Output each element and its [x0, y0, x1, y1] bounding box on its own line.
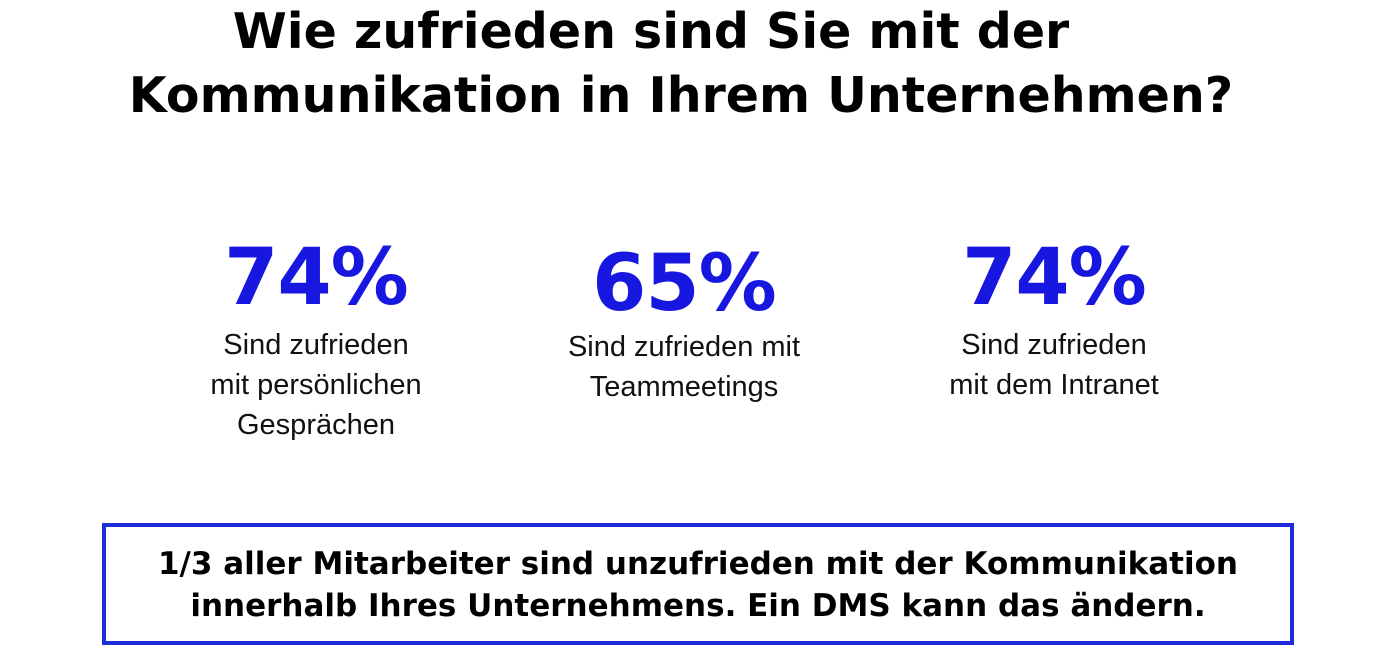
stat-label: Sind zufrieden mit Teammeetings [534, 327, 834, 407]
stat-value: 74% [224, 233, 409, 323]
stat-value: 65% [592, 239, 777, 329]
stat-label-line: Sind zufrieden [961, 329, 1147, 361]
callout-line-2: innerhalb Ihres Unternehmens. Ein DMS ka… [190, 588, 1206, 624]
stat-label: Sind zufrieden mit dem Intranet [914, 325, 1194, 405]
title-line-2: Kommunikation in Ihrem Unternehmen? [128, 67, 1234, 124]
stat-value: 74% [962, 233, 1147, 323]
stat-personal-conversations: 74% Sind zufrieden mit persönlichen Gesp… [176, 232, 456, 445]
page-title: Wie zufrieden sind Sie mit der Kommunika… [0, 0, 1382, 128]
stat-label-line: Teammeetings [589, 371, 779, 403]
stat-label-line: Gesprächen [237, 409, 395, 441]
stat-label: Sind zufrieden mit persönlichen Gespräch… [176, 325, 456, 445]
stat-intranet: 74% Sind zufrieden mit dem Intranet [914, 232, 1194, 405]
stat-label-line: Sind zufrieden [223, 329, 409, 361]
callout-box: 1/3 aller Mitarbeiter sind unzufrieden m… [102, 523, 1294, 645]
callout-line-1: 1/3 aller Mitarbeiter sind unzufrieden m… [157, 546, 1238, 582]
stat-label-line: Sind zufrieden mit [567, 331, 801, 363]
stat-label-line: mit persönlichen [210, 369, 422, 401]
stat-team-meetings: 65% Sind zufrieden mit Teammeetings [534, 238, 834, 407]
title-line-1: Wie zufrieden sind Sie mit der [232, 3, 1070, 60]
stat-label-line: mit dem Intranet [949, 369, 1159, 401]
callout-text: 1/3 aller Mitarbeiter sind unzufrieden m… [106, 543, 1290, 627]
